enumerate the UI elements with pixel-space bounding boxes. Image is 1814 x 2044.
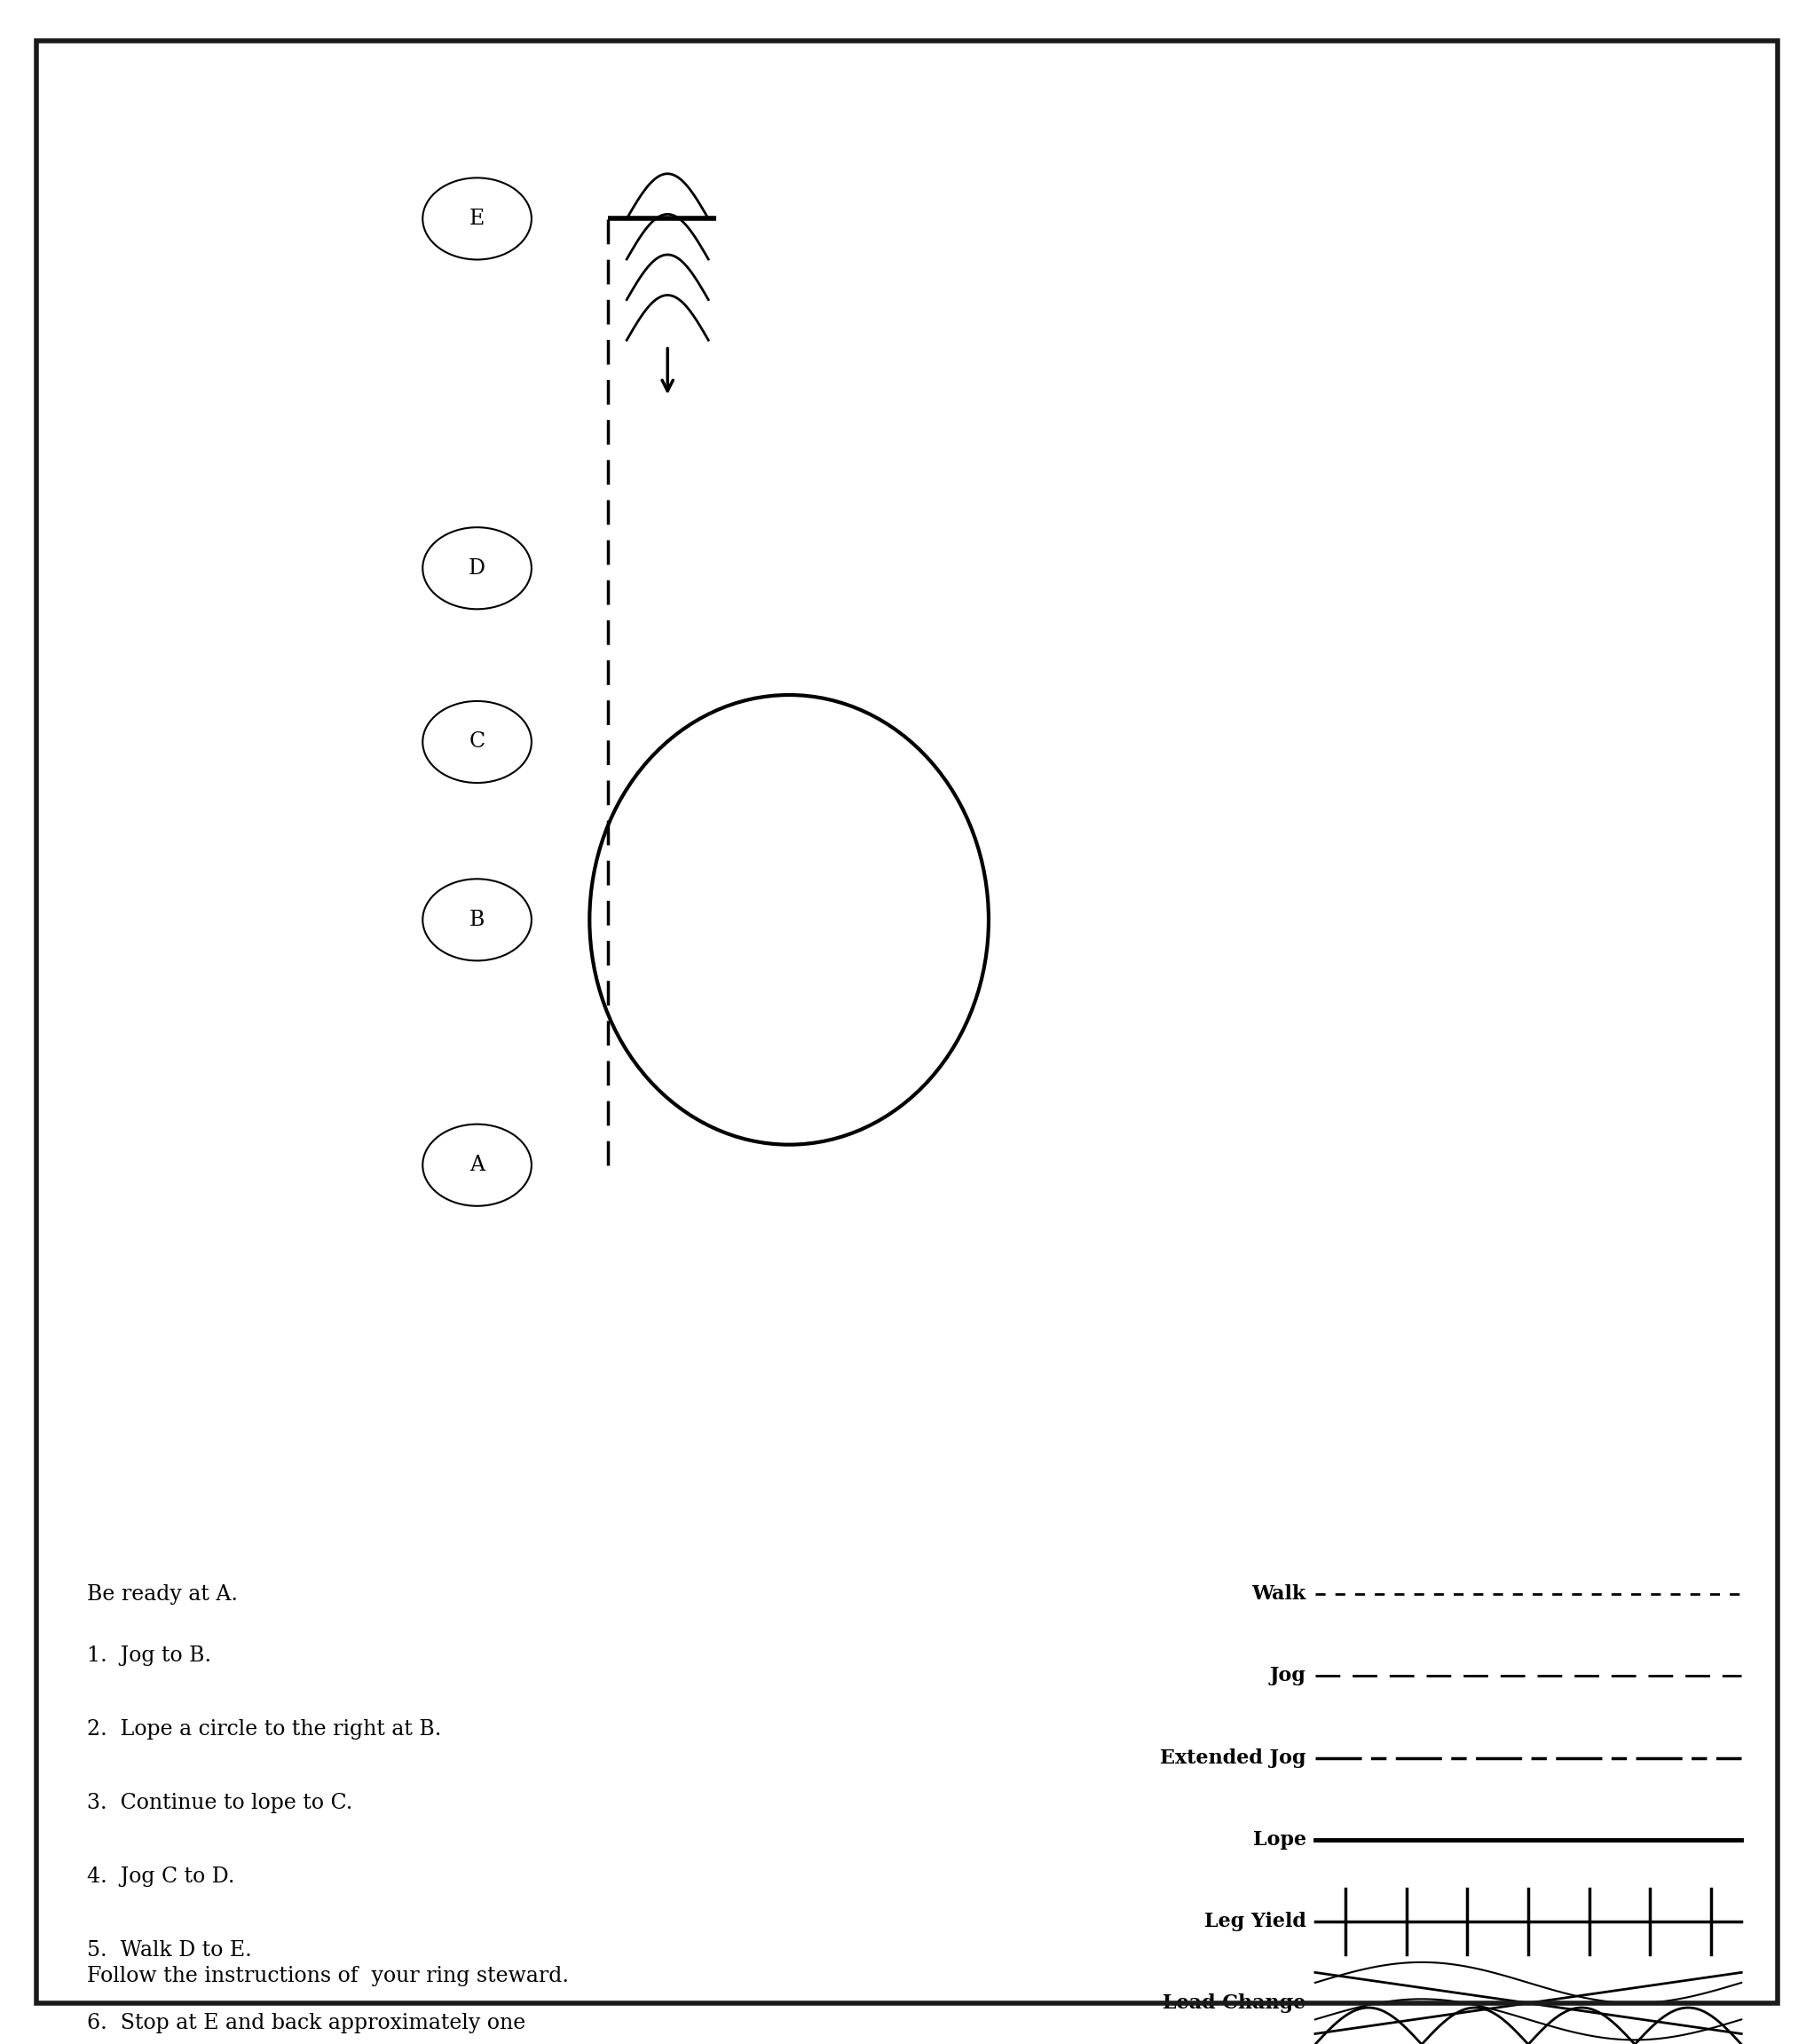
Text: Lead Change: Lead Change (1163, 1993, 1306, 2013)
Text: A: A (470, 1155, 484, 1175)
Text: Extended Jog: Extended Jog (1161, 1748, 1306, 1768)
Text: E: E (470, 208, 484, 229)
Text: B: B (470, 910, 484, 930)
Text: 3.  Continue to lope to C.: 3. Continue to lope to C. (87, 1793, 352, 1813)
Text: Lope: Lope (1253, 1829, 1306, 1850)
Text: 6.  Stop at E and back approximately one: 6. Stop at E and back approximately one (87, 2013, 526, 2034)
Text: 4.  Jog C to D.: 4. Jog C to D. (87, 1866, 234, 1887)
Text: Follow the instructions of  your ring steward.: Follow the instructions of your ring ste… (87, 1966, 570, 1987)
Text: Leg Yield: Leg Yield (1204, 1911, 1306, 1932)
Text: Be ready at A.: Be ready at A. (87, 1584, 238, 1605)
Text: 2.  Lope a circle to the right at B.: 2. Lope a circle to the right at B. (87, 1719, 441, 1739)
Text: 1.  Jog to B.: 1. Jog to B. (87, 1645, 212, 1666)
Text: D: D (468, 558, 486, 578)
Text: Walk: Walk (1252, 1584, 1306, 1605)
Text: Jog: Jog (1270, 1666, 1306, 1686)
Text: C: C (470, 732, 484, 752)
Text: 5.  Walk D to E.: 5. Walk D to E. (87, 1940, 252, 1960)
